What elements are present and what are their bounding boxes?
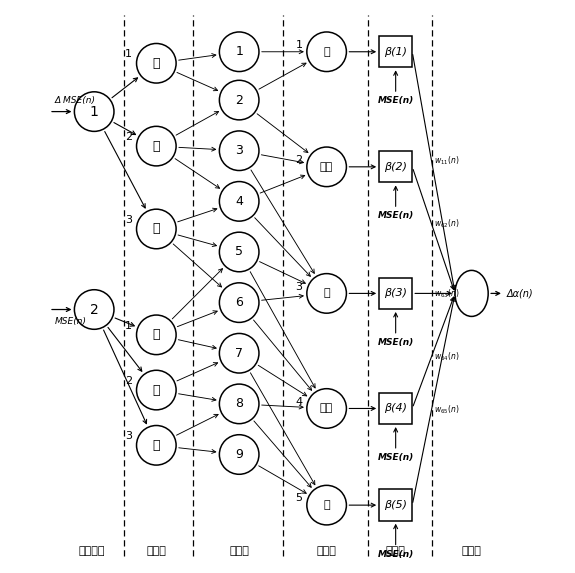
- Text: β(4): β(4): [384, 403, 407, 414]
- Text: 小: 小: [323, 500, 330, 510]
- Text: β(5): β(5): [384, 500, 407, 510]
- FancyBboxPatch shape: [379, 36, 412, 68]
- Text: MSE(n): MSE(n): [378, 211, 414, 221]
- Circle shape: [74, 290, 114, 329]
- Text: 大: 大: [152, 328, 160, 342]
- Circle shape: [220, 283, 259, 323]
- Text: 大: 大: [323, 47, 330, 57]
- Text: 2: 2: [125, 132, 132, 142]
- Text: 中大: 中大: [320, 162, 334, 172]
- Circle shape: [136, 426, 176, 465]
- Circle shape: [220, 32, 259, 72]
- Circle shape: [136, 315, 176, 355]
- Circle shape: [136, 209, 176, 249]
- Text: 1: 1: [125, 321, 132, 331]
- Text: $w_{65}(n)$: $w_{65}(n)$: [434, 403, 459, 416]
- Text: $w_{64}(n)$: $w_{64}(n)$: [434, 351, 459, 363]
- Text: 小: 小: [152, 439, 160, 452]
- Text: 1: 1: [235, 45, 243, 58]
- Text: 零: 零: [152, 140, 160, 152]
- Text: 3: 3: [125, 431, 132, 441]
- Text: 5: 5: [235, 245, 243, 258]
- Circle shape: [136, 126, 176, 166]
- Circle shape: [220, 131, 259, 171]
- Text: Δα(n): Δα(n): [506, 288, 533, 299]
- Circle shape: [220, 182, 259, 221]
- Text: 6: 6: [235, 296, 243, 309]
- FancyBboxPatch shape: [379, 278, 412, 309]
- Text: 1: 1: [90, 105, 99, 119]
- Text: 1: 1: [125, 49, 132, 59]
- Circle shape: [307, 388, 346, 428]
- Text: 3: 3: [125, 215, 132, 225]
- Circle shape: [307, 485, 346, 525]
- Text: 中: 中: [152, 383, 160, 397]
- Circle shape: [220, 333, 259, 373]
- Text: MSE(n): MSE(n): [378, 453, 414, 462]
- Circle shape: [220, 435, 259, 474]
- Text: 第　一层: 第 一层: [79, 546, 105, 556]
- Text: MSE(n): MSE(n): [55, 316, 87, 325]
- Text: 第三层: 第三层: [229, 546, 249, 556]
- Text: 1: 1: [296, 40, 302, 50]
- Text: Δ MSE(n): Δ MSE(n): [55, 96, 96, 105]
- Text: 2: 2: [296, 155, 302, 165]
- Text: 4: 4: [296, 397, 302, 407]
- Circle shape: [220, 384, 259, 423]
- Text: 3: 3: [235, 144, 243, 157]
- Text: 第四层: 第四层: [317, 546, 336, 556]
- Circle shape: [307, 32, 346, 72]
- Text: 第五层: 第五层: [386, 546, 405, 556]
- Text: $w_{63}(n)$: $w_{63}(n)$: [434, 287, 459, 300]
- Circle shape: [307, 274, 346, 313]
- Text: 中: 中: [323, 288, 330, 299]
- Text: 2: 2: [235, 93, 243, 107]
- FancyBboxPatch shape: [379, 393, 412, 424]
- Circle shape: [307, 147, 346, 187]
- Text: 第六层: 第六层: [462, 546, 481, 556]
- Text: 2: 2: [90, 303, 98, 316]
- FancyBboxPatch shape: [379, 151, 412, 182]
- Circle shape: [220, 80, 259, 120]
- Text: 2: 2: [125, 376, 132, 386]
- Text: 5: 5: [296, 493, 302, 503]
- Text: $w_{11}(n)$: $w_{11}(n)$: [434, 154, 459, 167]
- Text: 正: 正: [152, 57, 160, 70]
- Text: 中小: 中小: [320, 403, 334, 414]
- Text: 4: 4: [235, 195, 243, 208]
- Text: MSE(n): MSE(n): [378, 338, 414, 347]
- Text: 7: 7: [235, 347, 243, 360]
- FancyBboxPatch shape: [379, 489, 412, 521]
- Text: 负: 负: [152, 222, 160, 236]
- Text: 第二层: 第二层: [147, 546, 166, 556]
- Text: β(1): β(1): [384, 47, 407, 57]
- Text: MSE(n): MSE(n): [378, 550, 414, 559]
- Circle shape: [220, 232, 259, 272]
- Text: 9: 9: [235, 448, 243, 461]
- Text: β(2): β(2): [384, 162, 407, 172]
- Ellipse shape: [455, 270, 488, 316]
- Circle shape: [136, 44, 176, 83]
- Circle shape: [74, 92, 114, 131]
- Text: β(3): β(3): [384, 288, 407, 299]
- Text: 8: 8: [235, 397, 243, 410]
- Circle shape: [136, 370, 176, 410]
- Text: 3: 3: [296, 281, 302, 292]
- Text: $w_{62}(n)$: $w_{62}(n)$: [434, 218, 459, 230]
- Text: MSE(n): MSE(n): [378, 96, 414, 105]
